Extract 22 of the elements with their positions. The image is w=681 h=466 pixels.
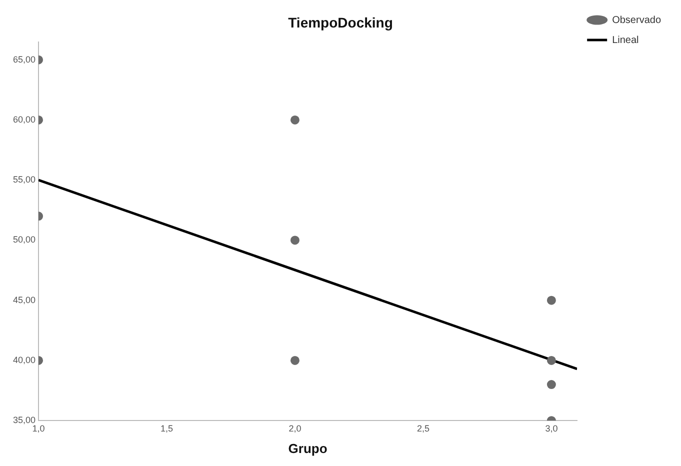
- legend-label: Lineal: [612, 34, 639, 46]
- y-tick-label: 45,00: [12, 294, 36, 305]
- y-tick-label: 65,00: [12, 54, 36, 64]
- x-tick-label: 1,0: [32, 423, 45, 434]
- point: [290, 115, 300, 124]
- point: [546, 380, 556, 390]
- point: [290, 236, 300, 245]
- point: [546, 296, 556, 305]
- point: [290, 356, 300, 365]
- x-tick-label: 3,0: [545, 423, 558, 434]
- chart-title: TiempoDocking: [288, 14, 393, 30]
- y-tick-label: 55,00: [12, 174, 36, 185]
- x-axis-title: Grupo: [288, 440, 328, 456]
- x-tick-label: 1,5: [160, 423, 174, 434]
- x-tick-label: 2,0: [288, 423, 302, 434]
- y-tick-label: 50,00: [12, 234, 36, 245]
- legend-label: Observado: [612, 14, 662, 26]
- point: [546, 356, 556, 365]
- y-tick-label: 35,00: [12, 415, 36, 426]
- y-tick-label: 40,00: [12, 354, 36, 365]
- y-tick-label: 60,00: [12, 114, 36, 124]
- x-tick-label: 2,5: [416, 423, 430, 434]
